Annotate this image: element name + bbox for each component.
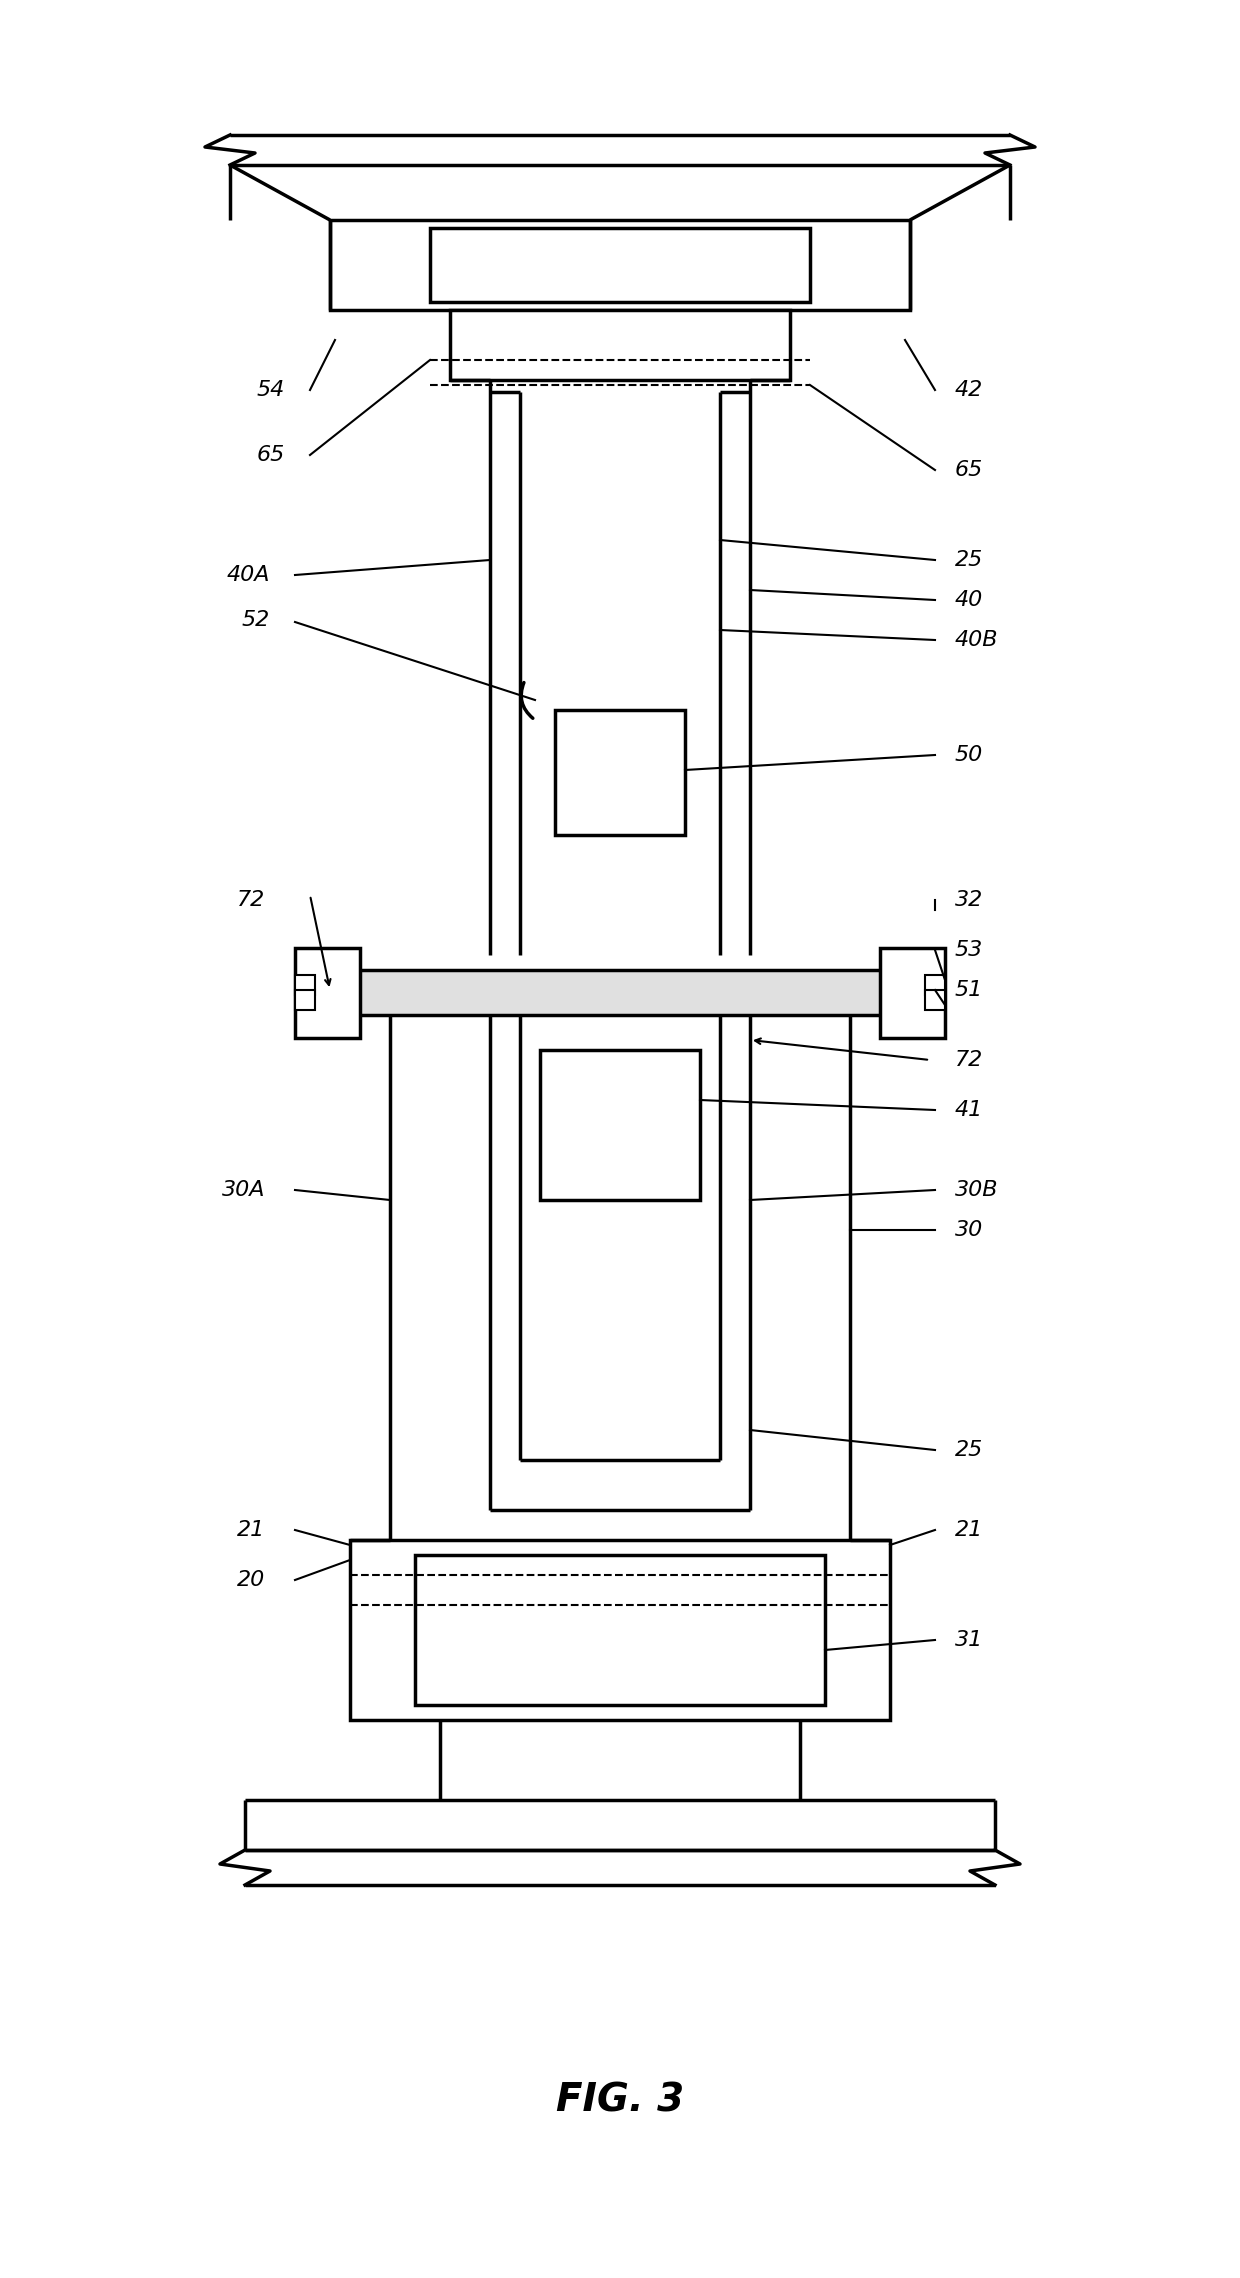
Bar — [295, 991, 315, 1009]
Text: 30A: 30A — [222, 1180, 265, 1201]
Text: 51: 51 — [955, 980, 983, 1000]
Bar — [450, 310, 790, 380]
Bar — [295, 948, 360, 1036]
Text: 31: 31 — [955, 1631, 983, 1649]
Text: 72: 72 — [955, 1050, 983, 1071]
Text: 65: 65 — [257, 444, 285, 465]
Text: 40A: 40A — [227, 565, 270, 585]
Text: 40: 40 — [955, 590, 983, 611]
Text: 25: 25 — [955, 549, 983, 570]
Bar — [300, 970, 940, 1016]
Text: FIG. 3: FIG. 3 — [556, 2082, 684, 2119]
Text: 52: 52 — [242, 611, 270, 631]
Text: 54: 54 — [257, 380, 285, 401]
Bar — [539, 1050, 701, 1201]
Bar — [415, 1556, 825, 1704]
Bar — [350, 1540, 890, 1720]
Text: 30B: 30B — [955, 1180, 998, 1201]
Bar — [295, 975, 315, 995]
Text: 21: 21 — [237, 1519, 265, 1540]
Bar — [430, 228, 810, 303]
Text: 72: 72 — [237, 891, 265, 909]
Text: 20: 20 — [237, 1570, 265, 1590]
Text: 40B: 40B — [955, 631, 998, 649]
Bar — [556, 711, 684, 836]
Bar — [925, 991, 945, 1009]
Text: 30: 30 — [955, 1221, 983, 1239]
Text: 42: 42 — [955, 380, 983, 401]
Text: 25: 25 — [955, 1440, 983, 1460]
Bar — [925, 975, 945, 995]
Bar — [880, 948, 945, 1036]
Text: 50: 50 — [955, 745, 983, 765]
Text: 41: 41 — [955, 1100, 983, 1121]
Text: 53: 53 — [955, 941, 983, 959]
Text: 21: 21 — [955, 1519, 983, 1540]
Text: 65: 65 — [955, 460, 983, 481]
Text: 32: 32 — [955, 891, 983, 909]
Bar — [330, 221, 910, 310]
